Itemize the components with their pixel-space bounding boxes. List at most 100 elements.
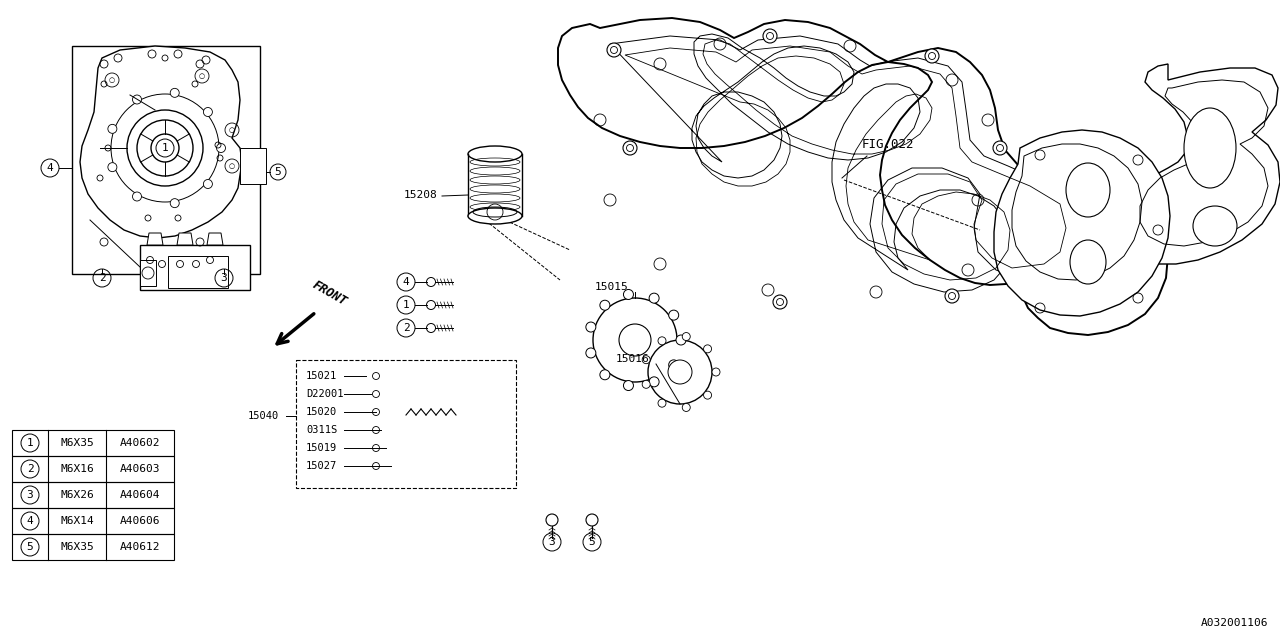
Circle shape: [623, 141, 637, 155]
Ellipse shape: [1184, 108, 1236, 188]
Text: M6X26: M6X26: [60, 490, 93, 500]
Circle shape: [993, 141, 1007, 155]
Circle shape: [586, 348, 596, 358]
Text: 15021: 15021: [306, 371, 337, 381]
Bar: [12, 508, 174, 534]
Circle shape: [643, 356, 650, 364]
Text: 5: 5: [589, 537, 595, 547]
Bar: [12, 482, 174, 508]
Text: ○: ○: [198, 73, 205, 79]
Text: D22001: D22001: [306, 389, 343, 399]
Circle shape: [712, 368, 719, 376]
Circle shape: [170, 198, 179, 207]
Circle shape: [216, 143, 225, 152]
Polygon shape: [207, 233, 223, 245]
Text: A032001106: A032001106: [1201, 618, 1268, 628]
Text: 4: 4: [403, 277, 410, 287]
Circle shape: [649, 377, 659, 387]
Text: 3: 3: [549, 537, 556, 547]
Text: 15019: 15019: [306, 443, 337, 453]
Circle shape: [623, 381, 634, 390]
Circle shape: [648, 340, 712, 404]
Circle shape: [133, 95, 142, 104]
Text: 2: 2: [403, 323, 410, 333]
Ellipse shape: [468, 208, 522, 224]
Circle shape: [170, 88, 179, 97]
Circle shape: [767, 33, 773, 40]
Circle shape: [108, 124, 116, 133]
Bar: [296, 360, 516, 488]
Circle shape: [586, 322, 596, 332]
Circle shape: [643, 380, 650, 388]
Text: ○: ○: [229, 163, 236, 169]
Text: ○: ○: [109, 77, 115, 83]
Text: M6X14: M6X14: [60, 516, 93, 526]
Circle shape: [620, 324, 652, 356]
Circle shape: [704, 345, 712, 353]
Circle shape: [658, 399, 666, 407]
Polygon shape: [79, 46, 242, 238]
Text: 1: 1: [27, 438, 33, 448]
Circle shape: [948, 292, 955, 300]
Circle shape: [108, 163, 116, 172]
Text: 5: 5: [27, 542, 33, 552]
Text: A40603: A40603: [120, 464, 160, 474]
Text: M6X35: M6X35: [60, 542, 93, 552]
Circle shape: [668, 360, 692, 384]
Text: A40612: A40612: [120, 542, 160, 552]
Bar: [140, 245, 250, 290]
Circle shape: [773, 295, 787, 309]
Circle shape: [763, 29, 777, 43]
Circle shape: [668, 360, 678, 370]
Text: 15027: 15027: [306, 461, 337, 471]
Circle shape: [607, 43, 621, 57]
Ellipse shape: [1070, 240, 1106, 284]
Circle shape: [682, 333, 690, 340]
Ellipse shape: [1066, 163, 1110, 217]
Bar: [168, 256, 228, 288]
Text: 2: 2: [27, 464, 33, 474]
Text: 5: 5: [275, 167, 282, 177]
Ellipse shape: [1193, 206, 1236, 246]
Text: 3: 3: [27, 490, 33, 500]
Ellipse shape: [468, 146, 522, 162]
Circle shape: [777, 298, 783, 305]
Circle shape: [623, 289, 634, 300]
Circle shape: [704, 391, 712, 399]
Text: A40606: A40606: [120, 516, 160, 526]
Circle shape: [928, 52, 936, 60]
Bar: [241, 148, 266, 184]
Text: 15208: 15208: [404, 190, 438, 200]
Polygon shape: [558, 18, 1169, 335]
Circle shape: [945, 289, 959, 303]
Polygon shape: [147, 233, 163, 245]
Bar: [468, 154, 522, 216]
Text: 0311S: 0311S: [306, 425, 337, 435]
Bar: [140, 260, 156, 286]
Text: 4: 4: [27, 516, 33, 526]
Text: A40604: A40604: [120, 490, 160, 500]
Polygon shape: [995, 130, 1170, 316]
Circle shape: [997, 145, 1004, 152]
Circle shape: [668, 310, 678, 320]
Bar: [72, 46, 260, 274]
Text: 3: 3: [220, 273, 228, 283]
Text: A40602: A40602: [120, 438, 160, 448]
Polygon shape: [1123, 64, 1280, 264]
Text: 15040: 15040: [248, 411, 279, 421]
Circle shape: [600, 370, 609, 380]
Circle shape: [133, 192, 142, 201]
Text: 4: 4: [46, 163, 54, 173]
Bar: [12, 456, 174, 482]
Circle shape: [204, 179, 212, 189]
Text: 1: 1: [161, 143, 169, 153]
Bar: [12, 430, 174, 456]
Text: FIG.022: FIG.022: [861, 138, 914, 151]
Text: M6X16: M6X16: [60, 464, 93, 474]
Text: 15020: 15020: [306, 407, 337, 417]
Text: M6X35: M6X35: [60, 438, 93, 448]
Text: 15015: 15015: [595, 282, 628, 292]
Circle shape: [676, 335, 686, 345]
Text: 1: 1: [403, 300, 410, 310]
Text: 15016: 15016: [616, 354, 650, 364]
